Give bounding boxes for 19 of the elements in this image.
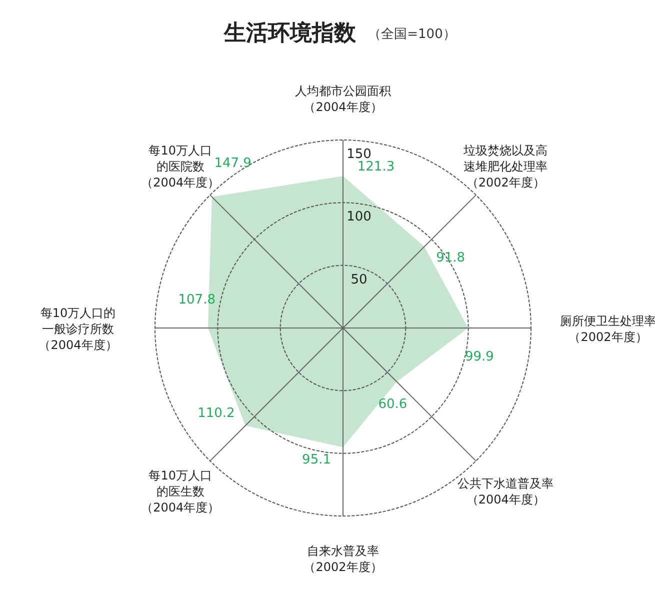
spoke-label: 人均都市公园面积（2004年度）: [295, 84, 391, 114]
y-tick-label: 50: [350, 272, 368, 288]
spoke-label: 公共下水道普及率（2004年度）: [458, 476, 554, 507]
spoke-label: 每10万人口的一般诊疗所数（2004年度）: [38, 306, 118, 352]
chart-subtitle: （全国=100）: [368, 27, 456, 42]
data-label: 99.9: [464, 350, 494, 365]
data-label: 95.1: [302, 452, 332, 468]
data-label: 107.8: [178, 292, 216, 308]
spoke-label: 垃圾焚烧以及高速堆肥化处理率（2002年度）: [462, 143, 548, 190]
spoke-label: 每10万人口的医生数（2004年度）: [141, 468, 220, 515]
data-label: 60.6: [378, 396, 408, 412]
y-tick-label: 100: [346, 210, 372, 225]
data-label: 121.3: [357, 159, 395, 174]
spoke-label: 自来水普及率（2002年度）: [304, 544, 382, 574]
data-label: 91.8: [436, 250, 466, 266]
data-label: 147.9: [214, 156, 252, 171]
chart-title: 生活环境指数: [223, 20, 357, 46]
y-tick-label: 150: [346, 147, 372, 162]
data-label: 110.2: [198, 406, 235, 422]
